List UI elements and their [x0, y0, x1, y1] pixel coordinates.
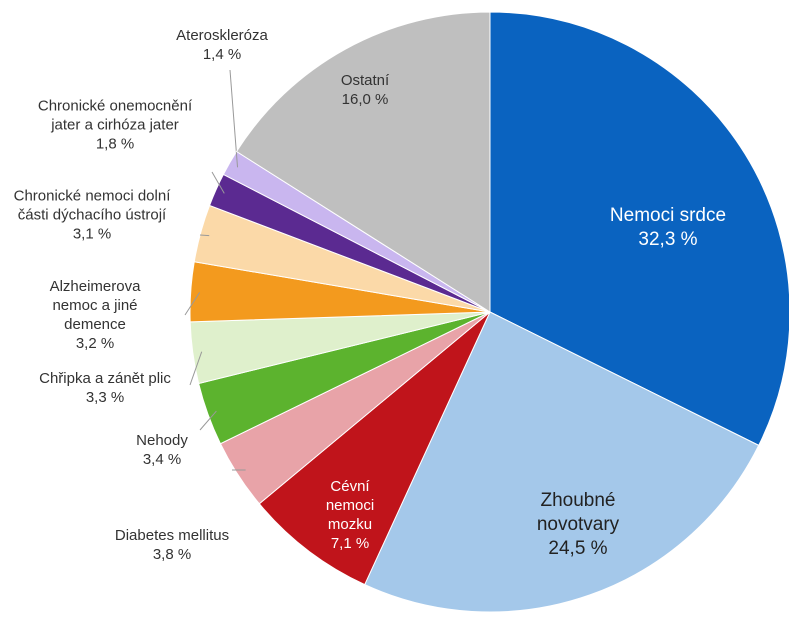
pie-slice: [364, 311, 760, 613]
leader-line: [211, 171, 225, 194]
leader-line: [229, 69, 239, 168]
pie-slice: [489, 11, 789, 447]
category-name: Zhoubné novotvary: [536, 490, 620, 535]
slice-label: Nehody 3,4 %: [122, 431, 202, 469]
slice-label: Chronické nemoci dolní části dýchacího ú…: [7, 187, 177, 244]
slice-label: Zhoubné novotvary 24,5 %: [508, 489, 648, 561]
value-label: 7,1 %: [330, 535, 370, 552]
slice-label: Ostatní 16,0 %: [315, 71, 415, 109]
category-name: Ostatní: [340, 72, 390, 89]
leader-line: [199, 410, 217, 431]
category-name: Chřipka a zánět plic: [39, 370, 171, 387]
value-label: 3,2 %: [75, 335, 115, 352]
slice-label: Cévní nemoci mozku 7,1 %: [310, 477, 390, 553]
slice-label: Nemoci srdce 32,3 %: [598, 204, 738, 252]
category-name: Cévní nemoci mozku: [325, 478, 375, 533]
slice-label: Chřipka a zánět plic 3,3 %: [10, 369, 200, 407]
slice-label: Diabetes mellitus 3,8 %: [87, 526, 257, 564]
value-label: 32,3 %: [638, 229, 698, 250]
value-label: 3,1 %: [72, 225, 112, 243]
category-name: Alzheimerova nemoc a jiné demence: [49, 278, 141, 333]
slice-label: Ateroskleróza 1,4 %: [152, 26, 292, 64]
category-name: Nehody: [136, 432, 188, 449]
pie-slice: [258, 311, 491, 586]
leader-line: [189, 351, 203, 386]
value-label: 3,3 %: [85, 389, 125, 406]
value-label: 1,4 %: [202, 46, 242, 63]
pie-slice: [235, 11, 491, 313]
category-name: Chronické onemocnění jater a cirhóza jat…: [37, 97, 193, 134]
category-name: Nemoci srdce: [609, 205, 727, 226]
slice-label: Chronické onemocnění jater a cirhóza jat…: [25, 97, 205, 154]
value-label: 24,5 %: [548, 538, 608, 559]
value-label: 16,0 %: [341, 91, 389, 108]
category-name: Diabetes mellitus: [114, 527, 230, 544]
value-label: 3,4 %: [142, 451, 182, 468]
category-name: Ateroskleróza: [176, 27, 268, 44]
category-name: Chronické nemoci dolní části dýchacího ú…: [13, 187, 171, 224]
leader-line: [184, 292, 201, 316]
slice-label: Alzheimerova nemoc a jiné demence 3,2 %: [33, 277, 158, 353]
leader-line: [199, 234, 210, 237]
value-label: 3,8 %: [152, 546, 192, 563]
value-label: 1,8 %: [95, 135, 135, 153]
